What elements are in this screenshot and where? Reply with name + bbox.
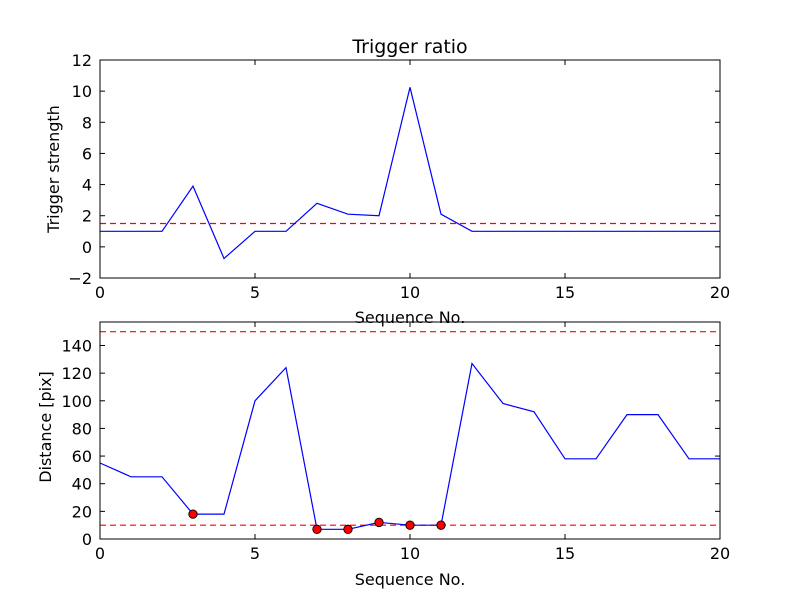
y-tick-label: 10 — [72, 82, 92, 101]
x-tick-label: 15 — [555, 283, 575, 302]
x-tick-label: 0 — [95, 283, 105, 302]
y-tick-label: 20 — [72, 502, 92, 521]
data-point-marker — [343, 524, 353, 534]
y-tick-label: 2 — [82, 207, 92, 226]
x-tick-label: 20 — [710, 544, 730, 563]
y-tick-label: 120 — [61, 364, 92, 383]
series-line — [100, 87, 720, 260]
trigger-ratio-chart: Trigger ratio Sequence No. Trigger stren… — [44, 36, 730, 327]
series-line — [100, 362, 720, 530]
data-point-marker — [188, 509, 198, 519]
chart-title: Trigger ratio — [351, 36, 467, 58]
x-tick-label: 5 — [250, 544, 260, 563]
y-tick-label: −2 — [68, 269, 92, 288]
x-axis-label: Sequence No. — [355, 570, 466, 589]
plot-area — [100, 331, 720, 530]
x-tick-label: 10 — [400, 544, 420, 563]
y-tick-label: 0 — [82, 238, 92, 257]
axes-frame — [99, 321, 721, 540]
y-tick-label: 40 — [72, 475, 92, 494]
axes-frame — [99, 59, 721, 279]
plot-area — [100, 87, 720, 260]
y-tick-label: 100 — [61, 392, 92, 411]
y-tick-label: 140 — [61, 336, 92, 355]
y-tick-label: 6 — [82, 144, 92, 163]
x-tick-label: 10 — [400, 283, 420, 302]
y-axis-label: Distance [pix] — [36, 371, 55, 483]
y-axis-label: Trigger strength — [44, 105, 63, 234]
x-tick-label: 15 — [555, 544, 575, 563]
data-point-marker — [405, 520, 415, 530]
data-point-marker — [312, 524, 322, 534]
y-tick-label: 4 — [82, 176, 92, 195]
y-tick-label: 12 — [72, 51, 92, 70]
y-tick-label: 60 — [72, 447, 92, 466]
distance-chart: Sequence No. Distance [pix] 0 5 10 15 20 0 20 4… — [36, 321, 730, 589]
x-tick-label: 0 — [95, 544, 105, 563]
x-tick-label: 20 — [710, 283, 730, 302]
data-point-marker — [374, 517, 384, 528]
y-tick-label: 80 — [72, 419, 92, 438]
y-tick-label: 8 — [82, 113, 92, 132]
x-tick-label: 5 — [250, 283, 260, 302]
y-tick-label: 0 — [82, 530, 92, 549]
data-point-marker — [436, 520, 446, 530]
